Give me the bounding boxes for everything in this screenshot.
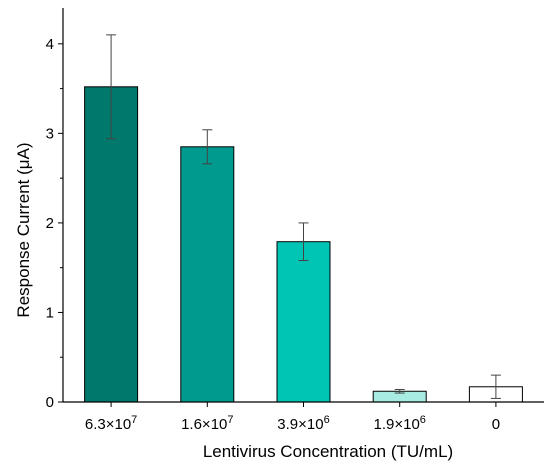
bar-1 <box>84 86 139 403</box>
tick-labels-layer: 6.3×107 1.6×107 3.9×106 1.9×106 0 0 1 2 3 4 <box>46 36 500 433</box>
error-bars-layer <box>106 34 501 399</box>
y-axis-title: Response Current (μA) <box>14 142 33 317</box>
x-tick-label-1: 6.3×107 <box>85 414 137 433</box>
x-tick-label-2: 1.6×107 <box>181 414 233 433</box>
axes-layer <box>58 8 544 407</box>
y-tick-label-5: 4 <box>46 36 54 53</box>
y-tick-label-4: 3 <box>46 125 54 142</box>
x-axis-title: Lentivirus Concentration (TU/mL) <box>203 442 453 461</box>
x-tick-label-5: 0 <box>492 416 500 433</box>
y-tick-label-1: 0 <box>46 394 54 411</box>
x-tick-label-3: 3.9×106 <box>277 414 329 433</box>
y-tick-label-3: 2 <box>46 215 54 232</box>
bar-2 <box>180 146 235 403</box>
bar-3 <box>276 241 331 403</box>
x-tick-label-4: 1.9×106 <box>373 414 425 433</box>
y-tick-label-2: 1 <box>46 304 54 321</box>
